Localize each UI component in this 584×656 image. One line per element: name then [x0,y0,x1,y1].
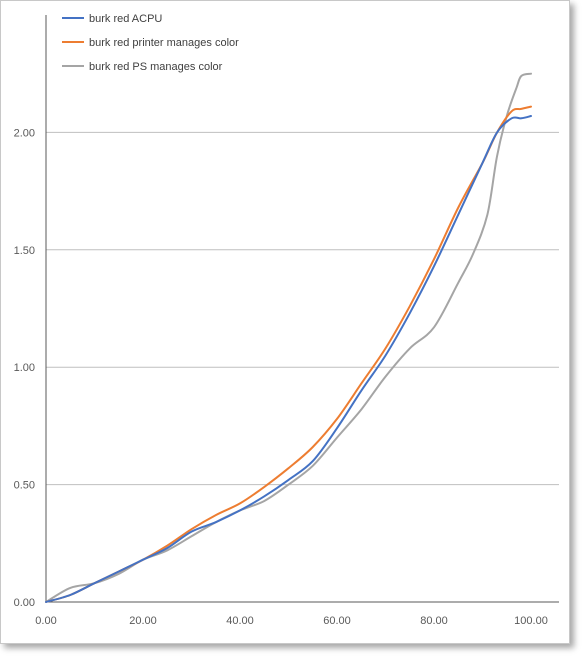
chart-container: 0.00 20.00 40.00 60.00 80.00 100.00 0.00 0.50 1… [0,0,570,644]
series-line-0 [45,115,532,603]
x-tick-label-0: 0.00 [35,615,56,627]
y-tick-label-4: 2.00 [14,127,35,139]
x-tick-label-3: 60.00 [323,615,351,627]
series-line-2 [45,72,532,603]
y-tick-label-0: 0.00 [14,597,35,609]
y-tick-label-2: 1.00 [14,362,35,374]
legend-label-2: burk red PS manages color [89,61,223,73]
y-tick-label-1: 0.50 [14,480,35,492]
legend-label-0: burk red ACPU [89,13,162,25]
y-tick-label-3: 1.50 [14,245,35,257]
legend-label-1: burk red printer manages color [89,37,239,49]
series-line-1 [45,105,532,603]
y-tick-labels: 0.00 0.50 1.00 1.50 2.00 [14,127,35,609]
x-tick-label-4: 80.00 [420,615,448,627]
x-tick-label-2: 40.00 [226,615,254,627]
series-lines [45,72,532,603]
line-chart: 0.00 20.00 40.00 60.00 80.00 100.00 0.00 0.50 1… [14,13,559,627]
x-tick-label-1: 20.00 [129,615,157,627]
x-tick-label-5: 100.00 [514,615,548,627]
legend: burk red ACPU burk red printer manages co… [62,13,239,73]
x-tick-labels: 0.00 20.00 40.00 60.00 80.00 100.00 [35,615,548,627]
axes [45,15,559,603]
gridlines [46,131,559,486]
